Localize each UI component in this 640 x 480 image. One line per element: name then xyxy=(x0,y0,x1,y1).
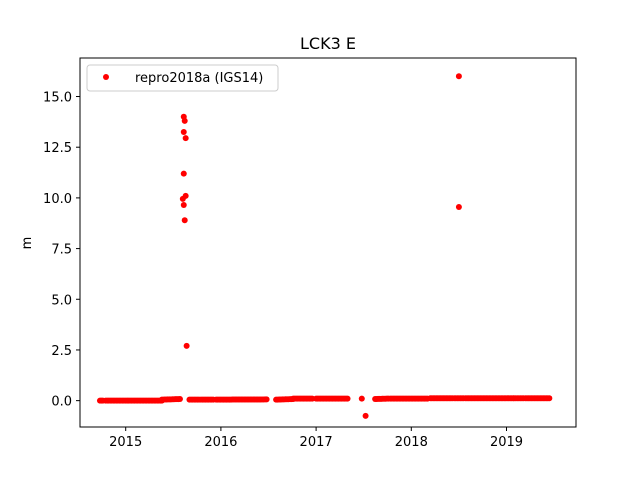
chart-title: LCK3 E xyxy=(300,34,356,53)
x-tick-label: 2017 xyxy=(300,435,333,450)
legend-label: repro2018a (IGS14) xyxy=(135,71,263,86)
y-tick-label: 15.0 xyxy=(43,91,72,106)
data-point xyxy=(180,129,187,135)
data-point xyxy=(182,135,189,142)
data-point xyxy=(176,396,183,403)
data-point xyxy=(181,217,188,224)
x-tick-label: 2016 xyxy=(204,435,237,450)
legend-box xyxy=(86,64,279,92)
data-point xyxy=(358,395,365,402)
y-tick-label: 0.0 xyxy=(51,395,72,410)
y-axis-label: m xyxy=(20,237,35,250)
axes-frame xyxy=(79,57,577,428)
data-point xyxy=(455,73,462,80)
y-tick-label: 2.5 xyxy=(51,344,72,359)
plot-area xyxy=(96,73,553,419)
data-point xyxy=(455,204,462,211)
data-point xyxy=(179,195,186,202)
y-tick-label: 5.0 xyxy=(51,293,72,308)
legend: repro2018a (IGS14) xyxy=(86,64,279,92)
data-point xyxy=(263,396,270,403)
data-point xyxy=(180,201,187,208)
data-point xyxy=(183,342,190,349)
data-point xyxy=(181,117,188,124)
y-tick-label: 12.5 xyxy=(43,141,72,156)
x-tick-label: 2015 xyxy=(109,435,142,450)
data-point xyxy=(362,412,369,419)
x-tick-label: 2019 xyxy=(490,435,523,450)
data-point xyxy=(344,395,351,402)
legend-marker xyxy=(103,74,109,80)
axes: 2015 2016 2017 2018 2019 0.0 2.5 5.0 7.5 10.0 12.5… xyxy=(43,57,577,450)
data-point xyxy=(546,395,553,402)
data-point xyxy=(180,170,187,177)
y-tick-label: 10.0 xyxy=(43,192,72,207)
y-tick-label: 7.5 xyxy=(51,243,72,258)
x-tick-label: 2018 xyxy=(395,435,428,450)
